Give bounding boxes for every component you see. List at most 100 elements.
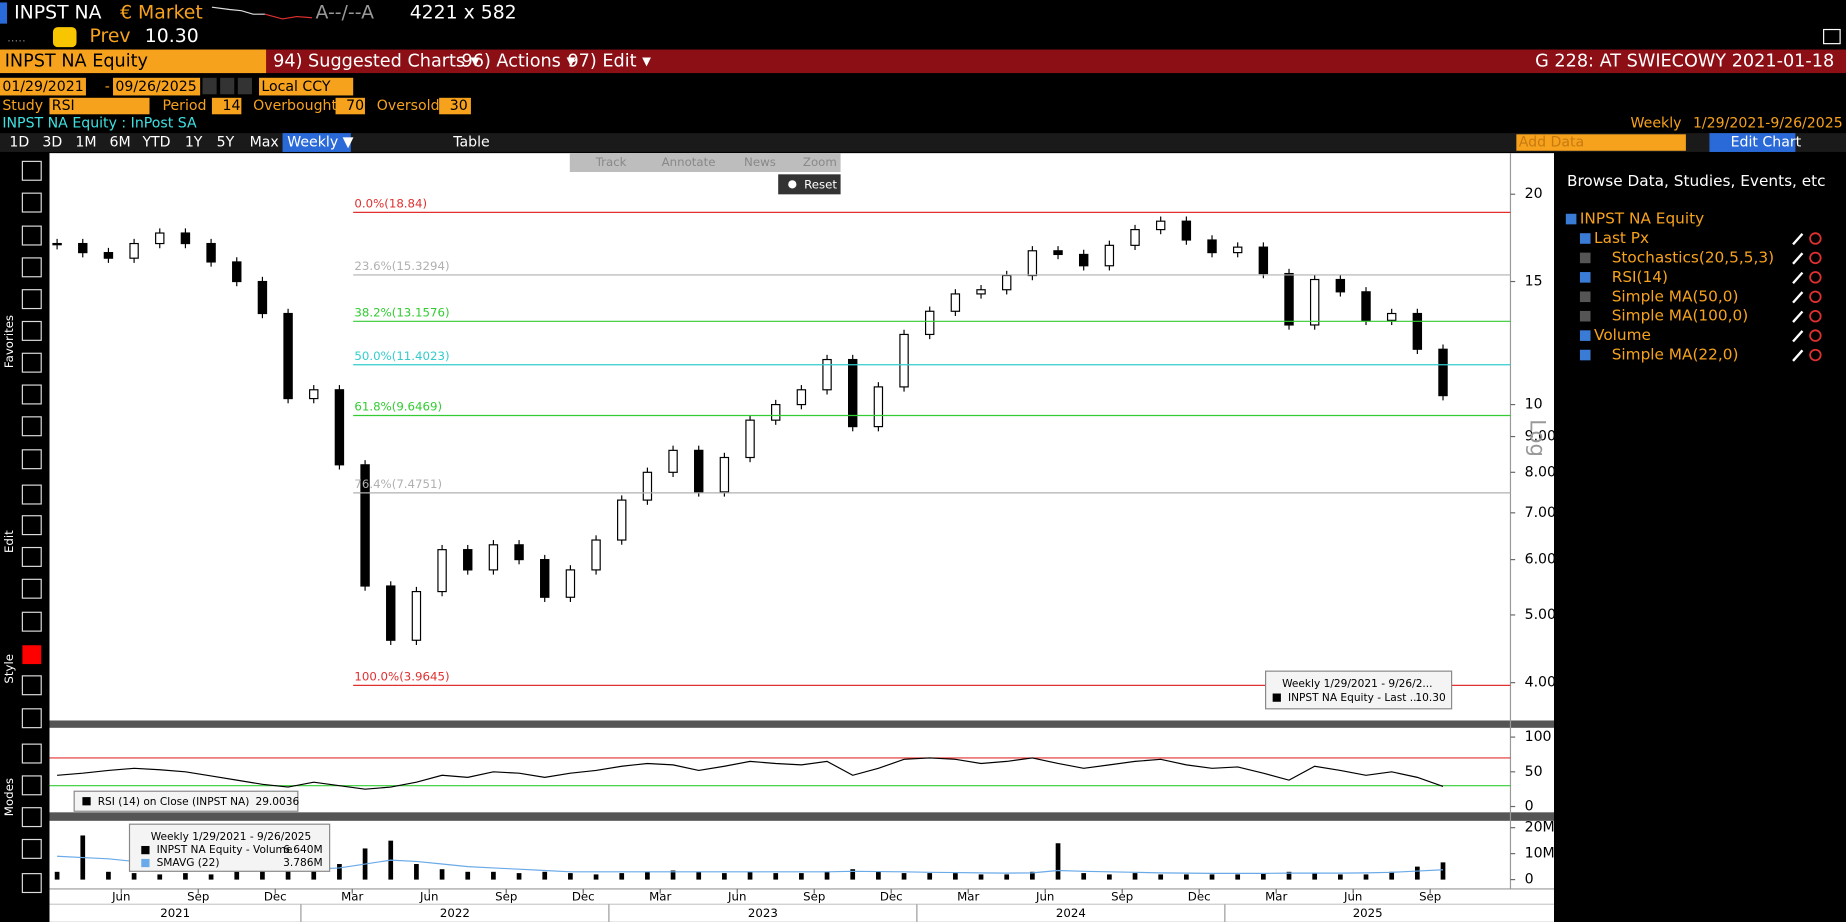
edit-icon[interactable]: [1792, 232, 1804, 246]
tool-icon[interactable]: [21, 546, 42, 567]
tool-icon[interactable]: [21, 838, 42, 859]
date-box[interactable]: [113, 77, 201, 96]
candle: [1335, 278, 1346, 293]
tool-icon[interactable]: [21, 257, 42, 278]
tool-icon[interactable]: [21, 320, 42, 341]
candle: [1284, 272, 1294, 326]
x-tick-label: Mar: [1265, 890, 1287, 904]
period-button[interactable]: 6M: [109, 135, 130, 151]
edit-icon[interactable]: [1792, 271, 1804, 285]
remove-icon[interactable]: [1809, 329, 1822, 342]
candle: [1207, 239, 1217, 254]
calendar-button[interactable]: [202, 77, 217, 95]
add-data-box[interactable]: [1516, 134, 1686, 151]
edit-icon[interactable]: [1792, 330, 1804, 343]
tree-item[interactable]: Volume: [1594, 326, 1651, 344]
tool-icon[interactable]: [21, 384, 42, 405]
tool-icon[interactable]: [21, 807, 42, 828]
x-tick-label: Jun: [1343, 890, 1362, 904]
checkbox[interactable]: [1565, 213, 1577, 225]
period-button[interactable]: Max: [250, 135, 279, 151]
plot: 20 15 10 9.00 8.00 7.00 6.00 5.00 4.00 Log 0.0%(18…: [49, 186, 1556, 922]
chart-tool[interactable]: Annotate: [662, 155, 716, 169]
candle: [1130, 229, 1140, 246]
active-period-button[interactable]: [282, 133, 351, 152]
tool-icon[interactable]: [21, 225, 42, 246]
oversold-box[interactable]: [439, 97, 471, 115]
checkbox[interactable]: [1579, 349, 1591, 361]
edit-icon[interactable]: [1792, 310, 1804, 323]
tool-icon[interactable]: [21, 515, 42, 536]
edit-icon[interactable]: [1792, 252, 1804, 265]
chart-tool[interactable]: News: [744, 155, 776, 169]
edit-icon[interactable]: [1792, 291, 1804, 304]
tree-item[interactable]: INPST NA Equity: [1580, 210, 1704, 228]
reset-button[interactable]: [778, 174, 841, 195]
study-box[interactable]: [49, 97, 150, 115]
tree-item[interactable]: Stochastics(20,5,5,3): [1612, 248, 1774, 266]
remove-icon[interactable]: [1809, 271, 1822, 284]
period-button[interactable]: 1M: [75, 135, 96, 151]
checkbox[interactable]: [1579, 291, 1591, 303]
next-button[interactable]: [237, 77, 252, 95]
remove-icon[interactable]: [1809, 348, 1822, 362]
tool-icon[interactable]: [21, 484, 42, 505]
fib-label: 23.6%(15.3294): [354, 259, 449, 273]
tree-item[interactable]: RSI(14): [1612, 268, 1668, 286]
focus-marker: [0, 2, 8, 24]
reset: Reset: [804, 177, 837, 191]
period-button[interactable]: YTD: [141, 135, 170, 151]
tool-icon[interactable]: [21, 289, 42, 310]
currency-box[interactable]: [259, 77, 354, 96]
edit-icon[interactable]: [1792, 349, 1804, 362]
tool-icon[interactable]: [21, 743, 42, 764]
period-box[interactable]: [211, 97, 242, 115]
period-button[interactable]: 3D: [42, 135, 62, 151]
period-button[interactable]: 5Y: [217, 135, 235, 151]
remove-icon[interactable]: [1809, 290, 1822, 303]
tree-item[interactable]: Simple MA(22,0): [1612, 346, 1739, 364]
menu-item[interactable]: 97) Edit ▾: [567, 51, 651, 71]
edit-chart-button[interactable]: [1709, 133, 1796, 152]
remove-icon[interactable]: [1809, 232, 1822, 245]
window-icon[interactable]: [1823, 28, 1841, 45]
tool-icon[interactable]: [22, 645, 42, 665]
date-box[interactable]: [0, 77, 86, 96]
checkbox[interactable]: [1579, 252, 1591, 264]
tool-icon[interactable]: [21, 708, 42, 729]
tree-item[interactable]: Simple MA(50,0): [1612, 287, 1739, 305]
security-box[interactable]: [0, 49, 267, 74]
chart-tool[interactable]: Track: [595, 155, 627, 169]
menu-item[interactable]: 96) Actions ▾: [462, 51, 576, 71]
chart-tool[interactable]: Zoom: [803, 155, 837, 169]
tool-icon[interactable]: [21, 192, 42, 213]
table-button[interactable]: Table: [452, 135, 489, 151]
gauge-icon[interactable]: [52, 27, 77, 48]
tool-icon[interactable]: [21, 449, 42, 470]
prev-button[interactable]: [220, 77, 235, 95]
tool-icon[interactable]: [21, 160, 42, 181]
remove-icon[interactable]: [1809, 310, 1822, 323]
remove-icon[interactable]: [1809, 251, 1822, 265]
tool-icon[interactable]: [21, 578, 42, 599]
checkbox[interactable]: [1579, 233, 1591, 244]
checkbox[interactable]: [1579, 272, 1591, 283]
overbought-box[interactable]: [335, 97, 365, 115]
tool-icon[interactable]: [21, 675, 42, 696]
tool-icon[interactable]: [21, 416, 42, 437]
year-label: 2021: [160, 906, 190, 920]
tree-item[interactable]: Last Px: [1594, 229, 1649, 247]
y-tick-label: 20M: [1525, 820, 1555, 836]
tool-icon[interactable]: [21, 873, 42, 894]
checkbox[interactable]: [1579, 310, 1591, 322]
period-button[interactable]: 1Y: [185, 135, 203, 151]
reset-icon: [788, 180, 797, 189]
menu-item[interactable]: 94) Suggested Charts ▾: [273, 51, 480, 71]
tool-icon[interactable]: [21, 352, 42, 373]
checkbox[interactable]: [1579, 330, 1591, 341]
tree-item[interactable]: Simple MA(100,0): [1612, 307, 1748, 325]
period-button[interactable]: 1D: [9, 135, 29, 151]
tool-icon[interactable]: [21, 611, 42, 632]
tool-icon[interactable]: [21, 775, 42, 796]
volume-bar: [1286, 871, 1292, 880]
